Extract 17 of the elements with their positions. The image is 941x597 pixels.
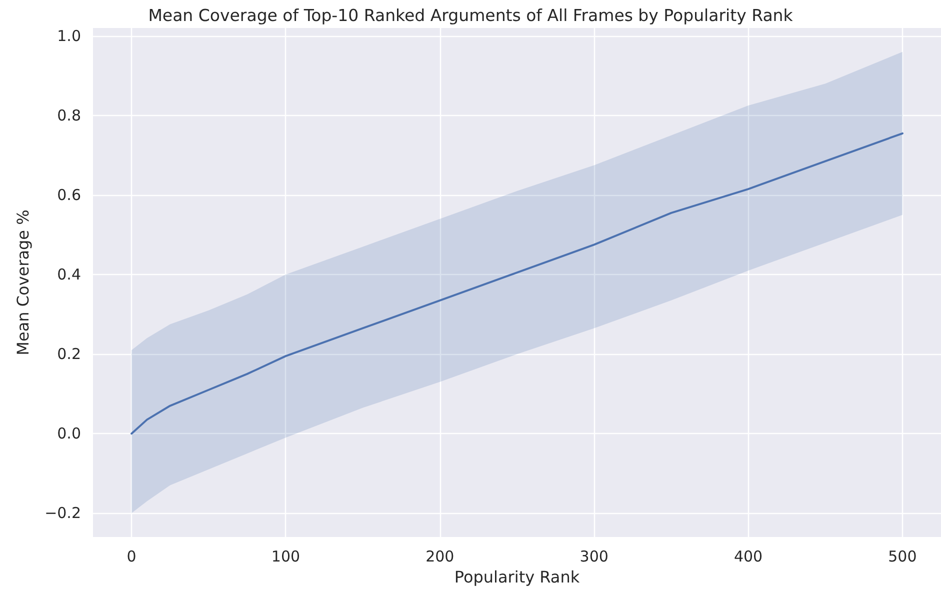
x-tick-label: 0 <box>126 548 136 566</box>
x-tick-label: 400 <box>734 548 763 566</box>
chart-title: Mean Coverage of Top-10 Ranked Arguments of All Frames by Popularity Rank <box>148 6 794 25</box>
x-axis-title: Popularity Rank <box>454 568 580 586</box>
y-tick-label: −0.2 <box>44 504 81 522</box>
x-tick-label: 500 <box>888 548 917 566</box>
y-tick-label: 0.8 <box>57 106 81 124</box>
y-tick-label: 0.2 <box>57 345 81 364</box>
x-tick-label: 100 <box>271 548 300 566</box>
y-tick-label: 1.0 <box>57 26 81 45</box>
x-tick-label: 300 <box>580 548 608 566</box>
y-tick-label: 0.6 <box>57 186 81 204</box>
y-tick-label: 0.4 <box>57 266 81 284</box>
x-tick-label: 200 <box>426 548 454 566</box>
y-axis-title: Mean Coverage % <box>14 210 32 356</box>
y-tick-label: 0.0 <box>57 424 81 443</box>
line-series <box>130 132 904 435</box>
